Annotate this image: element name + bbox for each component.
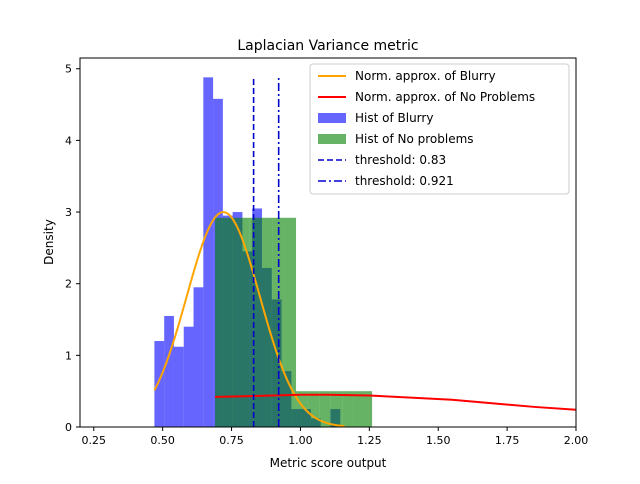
x-tick-label: 1.25 <box>357 434 382 447</box>
no-problems-hist-bar <box>238 217 250 427</box>
no-problems-norm-curve <box>214 393 577 411</box>
x-tick-label: 0.50 <box>150 434 175 447</box>
x-axis-label: Metric score output <box>270 456 387 470</box>
x-tick-label: 1.75 <box>495 434 520 447</box>
y-tick-label: 3 <box>65 206 72 219</box>
no-problems-hist-bar <box>226 217 239 427</box>
legend-swatch <box>318 134 346 144</box>
no-problems-hist-bar <box>296 391 308 427</box>
legend-swatch <box>318 113 346 123</box>
no-problems-hist-bar <box>342 391 354 427</box>
legend-label: threshold: 0.921 <box>355 174 454 188</box>
no-problems-hist-bar <box>249 217 262 427</box>
x-tick-label: 1.00 <box>288 434 313 447</box>
axes-frame <box>79 57 577 428</box>
blurry-hist-bar <box>164 315 174 427</box>
no-problems-hist-bar <box>307 391 320 427</box>
x-tick-label: 2.00 <box>564 434 589 447</box>
x-axis-ticks: 0.25 0.50 0.75 1.00 1.25 1.50 1.75 2.00 <box>82 427 589 447</box>
no-problems-hist-bar <box>272 217 285 427</box>
x-tick-label: 0.75 <box>219 434 244 447</box>
blurry-hist-bar <box>154 341 165 427</box>
chart-title: Laplacian Variance metric <box>237 38 418 54</box>
y-tick-label: 4 <box>65 134 72 147</box>
legend: Norm. approx. of Blurry Norm. approx. of … <box>309 63 570 195</box>
legend-label: Hist of No problems <box>355 132 474 146</box>
legend-label: threshold: 0.83 <box>355 153 446 167</box>
plot-area <box>153 77 577 428</box>
y-tick-label: 1 <box>65 349 72 362</box>
x-tick-label: 1.50 <box>426 434 451 447</box>
y-tick-label: 2 <box>65 278 72 291</box>
no-problems-hist-bar <box>215 217 227 427</box>
blurry-norm-curve <box>153 211 345 428</box>
x-tick-label: 0.25 <box>82 434 107 447</box>
y-axis-label: Density <box>42 219 56 265</box>
y-tick-label: 5 <box>65 63 72 76</box>
blurry-hist-bar <box>203 77 214 427</box>
no-problems-hist-bar <box>319 391 331 427</box>
legend-label: Norm. approx. of No Problems <box>355 90 535 104</box>
y-axis-ticks: 0 1 2 3 4 5 <box>65 63 80 434</box>
legend-label: Hist of Blurry <box>355 111 433 125</box>
legend-label: Norm. approx. of Blurry <box>355 69 496 83</box>
no-problems-hist-bar <box>330 391 343 427</box>
y-tick-label: 0 <box>65 421 72 434</box>
blurry-hist-bar <box>173 346 184 427</box>
no-problems-hist-bar <box>365 391 373 427</box>
no-problems-hist-bar <box>284 217 297 427</box>
blurry-hist-bar <box>193 287 204 427</box>
legend-box <box>309 63 570 195</box>
blurry-hist-bar <box>183 326 194 427</box>
no-problems-hist-bar <box>353 391 366 427</box>
